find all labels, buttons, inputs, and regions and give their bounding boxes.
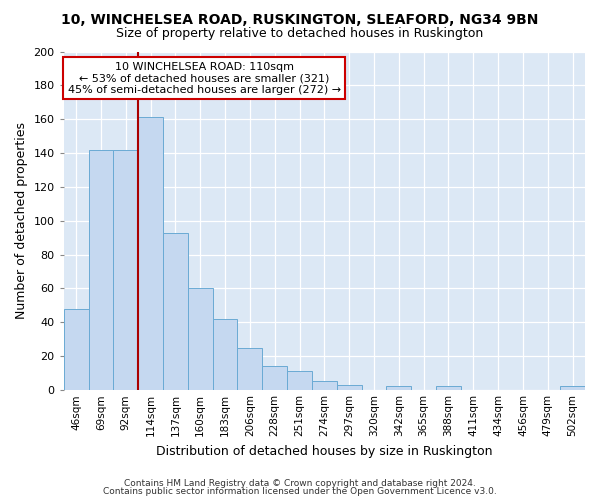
Bar bbox=[386, 386, 411, 390]
X-axis label: Distribution of detached houses by size in Ruskington: Distribution of detached houses by size … bbox=[156, 444, 493, 458]
Bar bbox=[89, 150, 113, 390]
Text: 10 WINCHELSEA ROAD: 110sqm
← 53% of detached houses are smaller (321)
45% of sem: 10 WINCHELSEA ROAD: 110sqm ← 53% of deta… bbox=[68, 62, 341, 95]
Bar bbox=[64, 308, 89, 390]
Bar bbox=[436, 386, 461, 390]
Text: Contains HM Land Registry data © Crown copyright and database right 2024.: Contains HM Land Registry data © Crown c… bbox=[124, 478, 476, 488]
Bar bbox=[560, 386, 585, 390]
Text: Size of property relative to detached houses in Ruskington: Size of property relative to detached ho… bbox=[116, 28, 484, 40]
Bar bbox=[287, 372, 312, 390]
Bar bbox=[337, 385, 362, 390]
Text: Contains public sector information licensed under the Open Government Licence v3: Contains public sector information licen… bbox=[103, 487, 497, 496]
Bar bbox=[238, 348, 262, 390]
Bar bbox=[212, 319, 238, 390]
Bar bbox=[163, 232, 188, 390]
Y-axis label: Number of detached properties: Number of detached properties bbox=[15, 122, 28, 319]
Text: 10, WINCHELSEA ROAD, RUSKINGTON, SLEAFORD, NG34 9BN: 10, WINCHELSEA ROAD, RUSKINGTON, SLEAFOR… bbox=[61, 12, 539, 26]
Bar bbox=[188, 288, 212, 390]
Bar bbox=[312, 382, 337, 390]
Bar bbox=[113, 150, 138, 390]
Bar bbox=[138, 118, 163, 390]
Bar bbox=[262, 366, 287, 390]
